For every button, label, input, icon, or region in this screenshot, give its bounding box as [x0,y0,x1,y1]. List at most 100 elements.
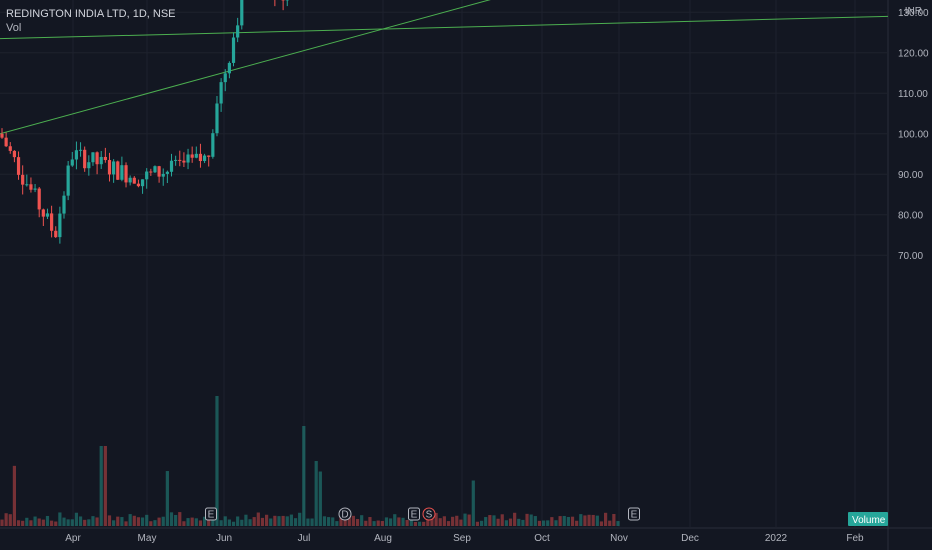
candle-body [161,173,165,177]
volume-bar [260,517,265,526]
volume-bar [616,521,620,526]
candle-body [58,213,62,238]
earnings-marker[interactable]: E [205,507,217,521]
volume-bar [145,514,149,526]
candle-body [50,213,54,231]
candle-body [99,156,103,165]
candle-body [128,177,132,183]
candle-body [219,82,223,104]
candle-body [16,157,21,175]
volume-bar [380,520,384,526]
volume-bar [475,521,480,526]
candle-body [8,146,12,151]
volume-bar [442,516,446,526]
earnings-marker[interactable]: E [628,507,640,521]
volume-bar [608,520,612,526]
volume-legend[interactable]: Vol [6,22,22,34]
volume-bar [484,517,488,526]
volume-bars [0,396,620,526]
earnings-marker[interactable]: E [408,507,420,521]
volume-bar [120,517,124,526]
candle-body [83,149,87,169]
volume-bar [136,517,141,526]
volume-bar [12,465,17,526]
volume-bar [587,514,591,526]
volume-bar [570,516,575,526]
candle-body [74,150,79,160]
candle-body [66,165,70,196]
candle-body [227,62,231,74]
candle-body [186,154,190,163]
volume-bar [83,519,87,526]
symbol-title[interactable]: REDINGTON INDIA LTD, 1D, NSE [6,8,176,20]
time-tick-label: Aug [374,533,392,544]
volume-bar [165,471,169,526]
volume-bar [103,446,107,526]
candle-body [87,162,91,169]
candle-body [202,155,207,162]
volume-bar [372,521,376,526]
volume-bar [45,515,50,526]
candle-body [112,161,116,175]
volume-bar [508,518,513,526]
candle-body [240,0,244,26]
volume-bar [331,517,335,526]
volume-bar [149,521,153,526]
candle-body [182,160,186,163]
time-tick-label: Sep [453,533,471,544]
volume-bar [211,515,215,526]
volume-bar [451,516,455,526]
candle-body [231,37,236,63]
volume-bar [293,518,298,526]
dividend-marker[interactable]: D [338,507,352,521]
candle-body [136,183,141,187]
volume-bar [219,520,223,526]
volume-bar [302,426,306,526]
candle-body [29,184,33,190]
trendlines[interactable] [0,0,889,135]
currency-label[interactable]: INR [904,6,922,17]
candle-body [33,188,37,190]
volume-bar [335,521,339,526]
candle-body [124,165,128,183]
candle-body [25,184,29,186]
volume-bar [215,396,219,526]
volume-bar [70,519,74,526]
volume-bar [153,520,157,526]
volume-bar [256,512,260,526]
volume-bar [389,518,393,526]
volume-bar [384,517,389,526]
time-tick-label: Jun [216,533,232,544]
candle-body [198,153,203,162]
volume-bar [537,520,542,526]
event-marker-shape [205,507,217,521]
volume-bar [41,519,45,526]
volume-bar [16,520,21,526]
price-axis[interactable]: 70.0080.0090.00100.00110.00120.00130.001… [898,0,929,262]
volume-bar [364,520,368,526]
split-marker[interactable]: S [422,507,436,521]
volume-bar [66,519,70,526]
volume-bar [595,515,599,526]
volume-bar [368,517,372,526]
volume-bar [132,515,136,526]
candle-body [178,159,182,161]
volume-bar [496,518,500,526]
volume-bar [62,517,66,526]
time-axis[interactable]: Apr May Jun Jul Aug Sep Oct Nov Dec 2022 Feb [65,533,864,544]
volume-bar [355,519,360,526]
price-tick-label: 90.00 [898,170,923,181]
volume-bar [4,513,8,526]
volume-bar [207,516,211,526]
volume-bar [252,517,256,526]
candle-body [54,230,58,238]
volume-bar [446,521,451,526]
volume-bar [269,518,273,526]
volume-bar [417,521,422,526]
trendline-rising [0,0,491,135]
volume-bar [360,515,364,526]
volume-bar [434,512,438,526]
volume-bar [194,518,198,526]
